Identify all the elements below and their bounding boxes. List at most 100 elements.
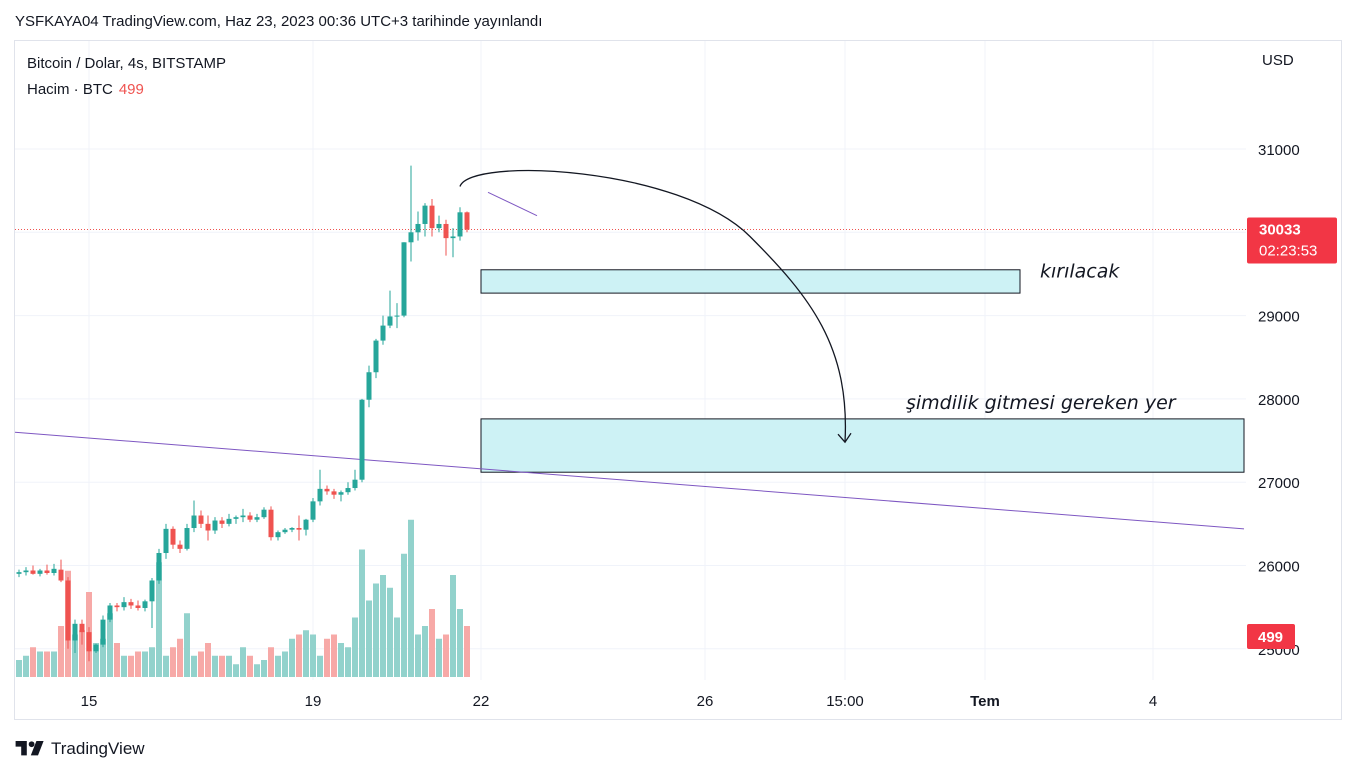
candle-body	[422, 205, 428, 224]
candle-body	[443, 223, 449, 239]
candle	[380, 315, 386, 345]
candle-body	[366, 372, 372, 400]
candle-body	[359, 399, 365, 480]
candle	[156, 548, 162, 584]
candle	[135, 600, 141, 611]
candle	[65, 577, 71, 649]
currency-label[interactable]: USD	[1262, 52, 1294, 69]
volume-bar	[394, 617, 400, 677]
candle	[16, 569, 22, 578]
time-tick-label: 4	[1149, 693, 1157, 710]
candle	[373, 338, 379, 379]
volume-bar	[359, 549, 365, 677]
arrow-head	[837, 432, 852, 444]
volume-bar	[247, 655, 253, 677]
candle	[142, 599, 148, 612]
candle-body	[387, 316, 393, 326]
candle	[352, 469, 358, 491]
volume-bar	[240, 647, 246, 677]
candle	[387, 290, 393, 329]
candle-body	[226, 518, 232, 524]
candle-body	[373, 340, 379, 373]
candle-body	[86, 632, 92, 652]
volume-bar	[30, 647, 36, 677]
candle	[184, 523, 190, 551]
volume-bar	[296, 634, 302, 677]
candle-body	[457, 212, 463, 237]
volume-bars	[16, 519, 470, 677]
candle	[219, 517, 225, 529]
candle	[170, 526, 176, 549]
candle-body	[170, 528, 176, 545]
price-tick-label: 29000	[1258, 309, 1300, 326]
candlestick-series	[16, 165, 470, 662]
volume-bar	[93, 643, 99, 677]
candle	[429, 198, 435, 237]
candle-body	[30, 570, 36, 574]
candle	[289, 527, 295, 533]
annotation-box	[480, 269, 1021, 294]
time-tick-label: 19	[305, 693, 322, 710]
candle	[450, 228, 456, 258]
candle-body	[345, 488, 351, 493]
candle	[212, 517, 218, 534]
grid-lines	[15, 41, 1246, 680]
volume-bar	[303, 630, 309, 677]
candle	[366, 365, 372, 408]
candle	[338, 490, 344, 502]
volume-bar	[436, 638, 442, 677]
candle	[114, 602, 120, 612]
volume-badge-value: 499	[1258, 629, 1283, 646]
candle	[72, 619, 78, 653]
volume-bar	[366, 600, 372, 677]
price-badges: 30033 02:23:53 499	[1247, 217, 1337, 649]
annotation-text: şimdilik gitmesi gereken yer	[906, 392, 1177, 414]
volume-badge	[1247, 624, 1295, 649]
chart-frame[interactable]	[14, 40, 1342, 720]
annotation-boxes	[480, 269, 1245, 473]
price-tick-label: 27000	[1258, 475, 1300, 492]
volume-bar	[128, 655, 134, 677]
volume-bar	[121, 655, 127, 677]
candle	[86, 627, 92, 662]
candle	[275, 530, 281, 541]
volume-bar	[380, 575, 386, 677]
candle-body	[163, 528, 169, 554]
volume-bar	[289, 638, 295, 677]
volume-bar	[450, 575, 456, 677]
candle-body	[324, 488, 330, 492]
candle-body	[16, 572, 22, 574]
candle-body	[58, 569, 64, 581]
candle	[93, 643, 99, 653]
candle-body	[254, 517, 260, 520]
volume-bar	[79, 630, 85, 677]
candle-body	[44, 570, 50, 573]
candle-body	[128, 602, 134, 606]
candle-body	[394, 315, 400, 317]
time-tick-label: 22	[473, 693, 490, 710]
volume-bar	[464, 626, 470, 677]
candle	[240, 508, 246, 523]
candle	[422, 203, 428, 237]
candle	[149, 577, 155, 628]
volume-bar	[387, 587, 393, 677]
candle-body	[23, 570, 29, 573]
volume-bar	[408, 519, 414, 677]
candle	[23, 567, 29, 576]
candle	[282, 528, 288, 534]
candle	[331, 488, 337, 499]
candle-body	[156, 553, 162, 581]
symbol-legend[interactable]: Bitcoin / Dolar, 4s, BITSTAMP	[27, 55, 226, 72]
volume-bar	[310, 634, 316, 677]
volume-legend[interactable]: Hacim · BTC 499	[27, 81, 144, 98]
candle-body	[338, 492, 344, 495]
candle	[401, 242, 407, 318]
countdown-value: 02:23:53	[1259, 243, 1317, 260]
annotation-box	[480, 418, 1245, 473]
candle-body	[289, 528, 295, 530]
candle-body	[37, 570, 43, 574]
volume-bar	[338, 643, 344, 677]
volume-bar	[219, 655, 225, 677]
volume-bar	[23, 655, 29, 677]
